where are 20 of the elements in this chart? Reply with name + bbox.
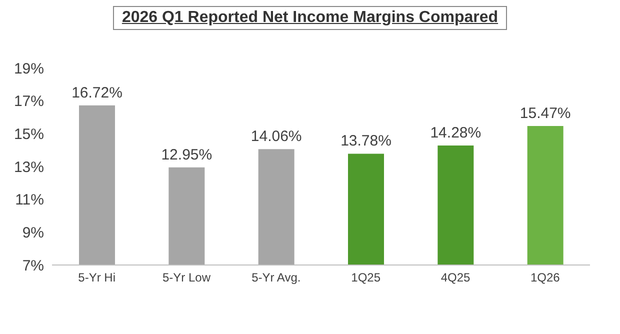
- x-tick-label: 5-Yr Hi: [78, 270, 116, 285]
- y-tick-label: 7%: [22, 257, 44, 274]
- y-tick-label: 15%: [14, 126, 44, 143]
- y-tick-label: 19%: [14, 60, 44, 78]
- y-tick-label: 13%: [14, 158, 44, 176]
- y-tick-label: 11%: [15, 192, 44, 209]
- data-label: 12.95%: [161, 146, 212, 164]
- data-label: 13.78%: [340, 132, 392, 150]
- x-tick-label: 1Q25: [351, 270, 381, 285]
- data-label: 16.72%: [72, 84, 122, 102]
- y-tick-label: 17%: [14, 93, 44, 110]
- chart-title: 2026 Q1 Reported Net Income Margins Compared: [112, 6, 508, 30]
- x-tick-label: 4Q25: [440, 270, 470, 285]
- y-tick-label: 9%: [22, 224, 44, 242]
- x-tick-label: 1Q26: [530, 270, 560, 285]
- data-label: 14.28%: [430, 124, 482, 142]
- x-tick-label: 5-Yr Avg.: [252, 270, 301, 285]
- data-label: 14.06%: [250, 128, 302, 146]
- data-label: 15.47%: [520, 104, 571, 122]
- x-tick-label: 5-Yr Low: [162, 270, 211, 285]
